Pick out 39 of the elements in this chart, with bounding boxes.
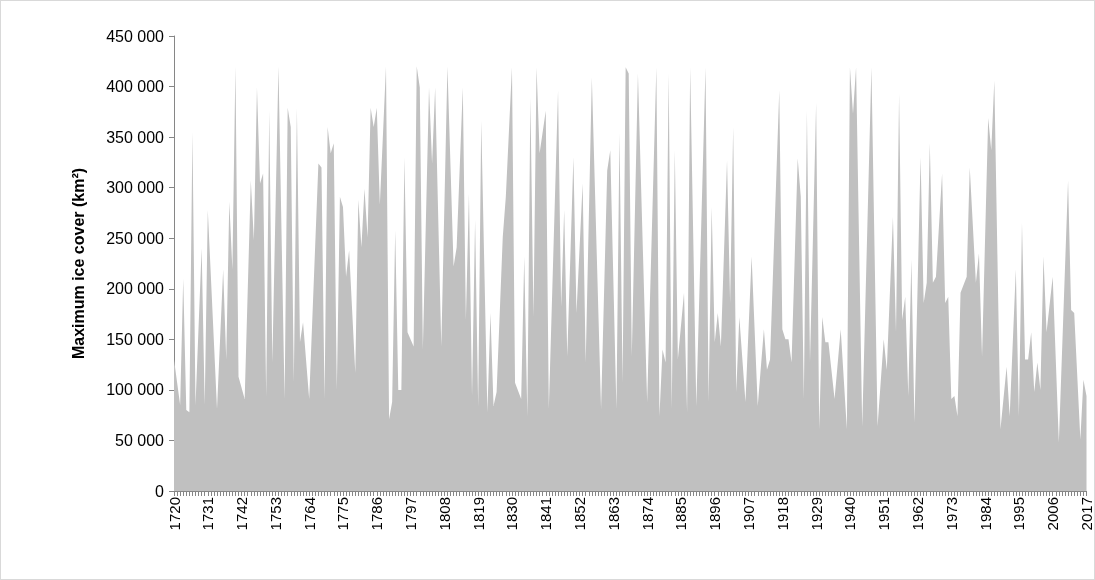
x-tick-label: 2017 — [1078, 497, 1095, 531]
x-tick-label: 1731 — [199, 497, 217, 531]
y-tick-label: 300 000 — [106, 179, 165, 197]
y-tick-label: 350 000 — [106, 128, 165, 146]
y-tick-label: 100 000 — [106, 381, 165, 399]
y-tick-label: 150 000 — [106, 330, 165, 348]
y-tick-label: 50 000 — [115, 431, 165, 449]
x-tick-label: 1808 — [435, 497, 453, 531]
x-tick-label: 1929 — [807, 497, 825, 531]
x-tick-label: 1852 — [571, 497, 589, 531]
y-tick-label: 400 000 — [106, 78, 165, 96]
x-tick-label: 1984 — [976, 497, 994, 531]
x-tick-label: 1951 — [875, 497, 893, 531]
x-tick-label: 2006 — [1044, 497, 1062, 531]
x-tick-label: 1907 — [740, 497, 758, 531]
x-tick-label: 1885 — [672, 497, 690, 531]
x-tick-label: 1775 — [334, 497, 352, 531]
y-tick-label: 0 — [155, 482, 165, 500]
x-tick-label: 1896 — [706, 497, 724, 531]
x-tick-label: 1995 — [1010, 497, 1028, 531]
x-tick-label: 1742 — [233, 497, 251, 531]
x-tick-label: 1720 — [165, 497, 183, 531]
y-tick-label: 450 000 — [106, 27, 165, 45]
x-tick-label: 1863 — [604, 497, 622, 531]
y-axis-title: Maximum ice cover (km²) — [69, 167, 87, 360]
x-tick-label: 1797 — [402, 497, 420, 531]
x-tick-label: 1764 — [300, 497, 318, 531]
x-tick-label: 1841 — [537, 497, 555, 531]
x-tick-label: 1786 — [368, 497, 386, 531]
x-tick-label: 1940 — [841, 497, 859, 531]
x-tick-label: 1918 — [773, 497, 791, 531]
x-tick-label: 1874 — [638, 497, 656, 531]
x-tick-label: 1819 — [469, 497, 487, 531]
x-tick-label: 1973 — [942, 497, 960, 531]
x-tick-label: 1753 — [266, 497, 284, 531]
x-tick-label: 1830 — [503, 497, 521, 531]
y-tick-label: 250 000 — [106, 229, 165, 247]
x-tick-label: 1962 — [909, 497, 927, 531]
y-tick-label: 200 000 — [106, 280, 165, 298]
